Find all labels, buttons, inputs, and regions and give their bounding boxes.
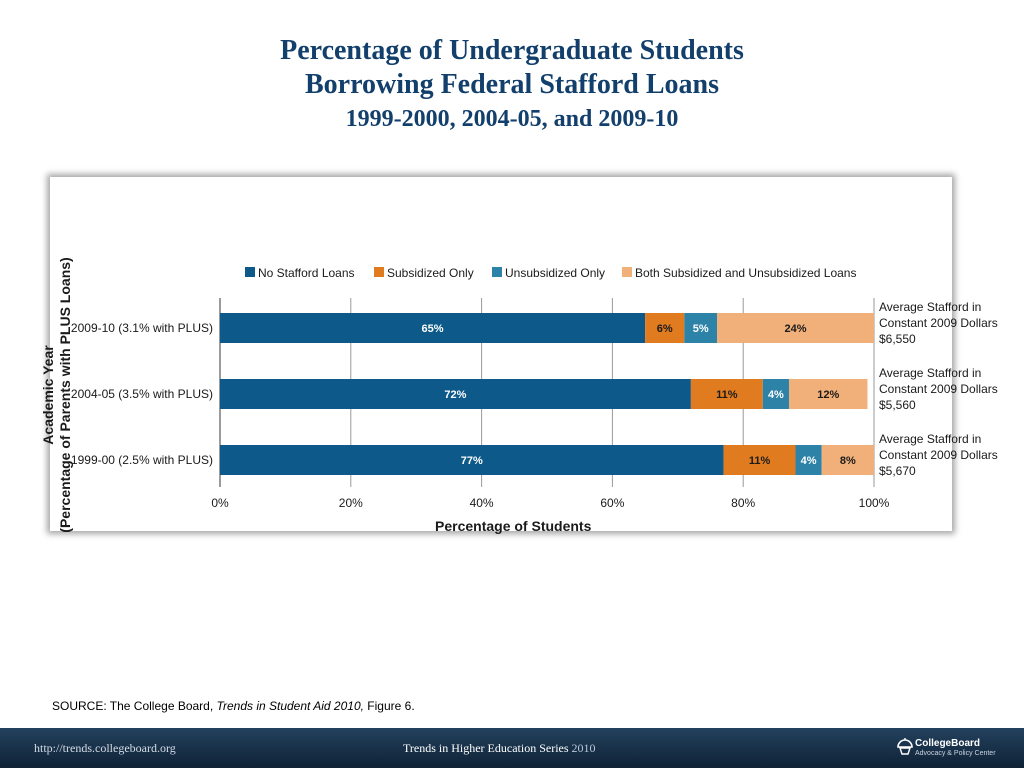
annotation-line: Average Stafford in — [879, 300, 981, 314]
legend-both-swatch — [622, 267, 632, 277]
x-tick-label: 100% — [859, 496, 890, 510]
data-label: 4% — [768, 389, 784, 401]
legend-no-stafford-label: No Stafford Loans — [258, 266, 355, 280]
category-label: 2004-05 (3.5% with PLUS) — [71, 387, 213, 401]
collegeboard-logo: CollegeBoard Advocacy & Policy Center — [895, 736, 996, 762]
bar-segment — [220, 445, 724, 475]
legend-unsubsidized-only-swatch — [492, 267, 502, 277]
x-tick-label: 60% — [600, 496, 624, 510]
annotation-value: $6,550 — [879, 332, 916, 346]
data-label: 11% — [716, 389, 738, 401]
annotation-line: Average Stafford in — [879, 432, 981, 446]
x-axis-title: Percentage of Students — [435, 518, 592, 534]
annotation-line: Constant 2009 Dollars — [879, 448, 998, 462]
bar-segment — [795, 445, 822, 475]
footer-series-year: 2010 — [571, 741, 596, 755]
bar-segment — [717, 313, 874, 343]
data-label: 65% — [422, 323, 444, 335]
data-label: 24% — [785, 323, 807, 335]
title-line-2: Borrowing Federal Stafford Loans — [304, 69, 720, 100]
bar-segment — [220, 313, 646, 343]
bar-segment — [723, 445, 796, 475]
acorn-icon — [897, 738, 913, 755]
legend-subsidized-only-swatch — [374, 267, 384, 277]
x-tick-label: 80% — [731, 496, 755, 510]
source-publication: Trends in Student Aid 2010, — [216, 699, 364, 713]
x-tick-label: 0% — [211, 496, 229, 510]
legend-both-label: Both Subsidized and Unsubsidized Loans — [635, 266, 856, 280]
footer-bar: http://trends.collegeboard.org Trends in… — [0, 728, 1024, 768]
category-label: 1999-00 (2.5% with PLUS) — [71, 453, 213, 467]
annotation-value: $5,560 — [879, 398, 916, 412]
data-label: 8% — [840, 455, 856, 467]
data-label: 72% — [444, 389, 466, 401]
annotation-value: $5,670 — [879, 464, 916, 478]
annotation-line: Constant 2009 Dollars — [879, 316, 998, 330]
source-note: SOURCE: The College Board, Trends in Stu… — [52, 699, 415, 713]
chart-title: Percentage of Undergraduate Students Bor… — [0, 34, 1024, 136]
bar-segment — [690, 379, 763, 409]
data-label: 11% — [749, 455, 771, 467]
annotation-line: Constant 2009 Dollars — [879, 382, 998, 396]
footer-series-title: Trends in Higher Education Series 2010 — [403, 741, 596, 756]
footer-series-name: Trends in Higher Education Series — [403, 741, 569, 755]
data-label: 6% — [657, 323, 673, 335]
logo-name: CollegeBoard — [915, 738, 981, 749]
data-label: 12% — [817, 389, 839, 401]
legend-unsubsidized-only-label: Unsubsidized Only — [505, 266, 605, 280]
bar-segment — [762, 379, 789, 409]
legend-no-stafford-swatch — [245, 267, 255, 277]
title-line-1: Percentage of Undergraduate Students — [280, 35, 744, 66]
source-suffix: Figure 6. — [363, 699, 415, 713]
bar-segment — [684, 313, 718, 343]
annotation-line: Average Stafford in — [879, 366, 981, 380]
y-axis-subtitle: (Percentage of Parents with PLUS Loans) — [57, 257, 73, 532]
data-label: 5% — [693, 323, 709, 335]
x-tick-label: 40% — [470, 496, 494, 510]
footer-url-link[interactable]: http://trends.collegeboard.org — [34, 741, 176, 755]
x-tick-label: 20% — [339, 496, 363, 510]
bar-segment — [220, 379, 691, 409]
title-line-3: 1999-2000, 2004-05, and 2009-10 — [345, 106, 679, 132]
source-prefix: SOURCE: The College Board, — [52, 699, 217, 713]
logo-subtitle: Advocacy & Policy Center — [915, 750, 996, 757]
category-label: 2009-10 (3.1% with PLUS) — [71, 321, 213, 335]
data-label: 4% — [801, 455, 817, 467]
y-axis-title: Academic Year — [40, 345, 56, 445]
data-label: 77% — [461, 455, 483, 467]
bar-segment — [788, 379, 868, 409]
bar-segment — [645, 313, 685, 343]
bar-segment — [821, 445, 874, 475]
legend-subsidized-only-label: Subsidized Only — [387, 266, 474, 280]
